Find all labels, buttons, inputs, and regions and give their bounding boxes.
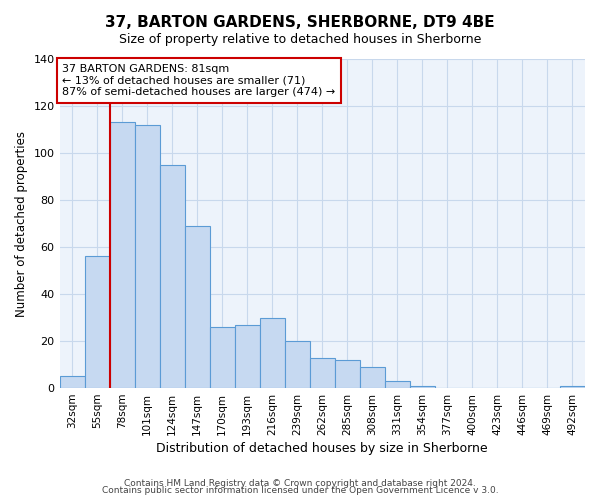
Y-axis label: Number of detached properties: Number of detached properties xyxy=(15,130,28,316)
Text: Contains HM Land Registry data © Crown copyright and database right 2024.: Contains HM Land Registry data © Crown c… xyxy=(124,478,476,488)
Bar xyxy=(85,256,110,388)
Text: Contains public sector information licensed under the Open Government Licence v : Contains public sector information licen… xyxy=(101,486,499,495)
Bar xyxy=(360,367,385,388)
Bar xyxy=(160,165,185,388)
Bar xyxy=(410,386,435,388)
Bar xyxy=(235,324,260,388)
Bar xyxy=(59,376,85,388)
Text: 37, BARTON GARDENS, SHERBORNE, DT9 4BE: 37, BARTON GARDENS, SHERBORNE, DT9 4BE xyxy=(105,15,495,30)
X-axis label: Distribution of detached houses by size in Sherborne: Distribution of detached houses by size … xyxy=(157,442,488,455)
Bar xyxy=(134,125,160,388)
Bar xyxy=(560,386,585,388)
Bar xyxy=(335,360,360,388)
Bar xyxy=(185,226,209,388)
Bar xyxy=(209,327,235,388)
Text: Size of property relative to detached houses in Sherborne: Size of property relative to detached ho… xyxy=(119,32,481,46)
Bar xyxy=(110,122,134,388)
Bar xyxy=(285,341,310,388)
Bar xyxy=(385,381,410,388)
Bar xyxy=(310,358,335,388)
Text: 37 BARTON GARDENS: 81sqm
← 13% of detached houses are smaller (71)
87% of semi-d: 37 BARTON GARDENS: 81sqm ← 13% of detach… xyxy=(62,64,335,97)
Bar xyxy=(260,318,285,388)
